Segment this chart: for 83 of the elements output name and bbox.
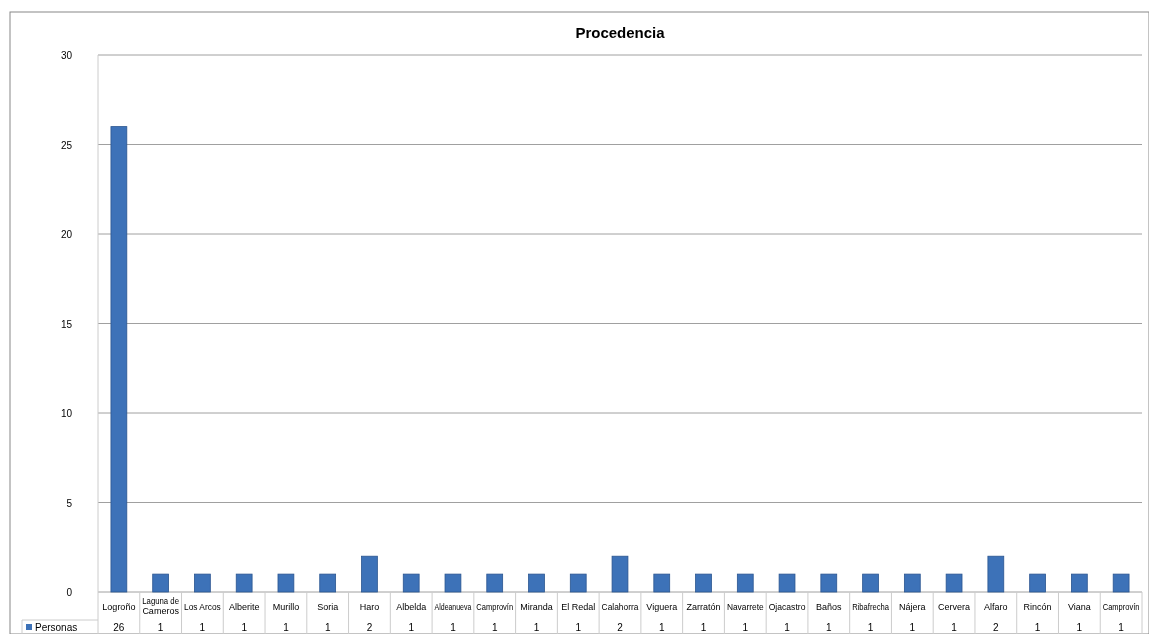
- y-tick-label: 5: [66, 497, 73, 509]
- data-label: 2: [366, 622, 373, 633]
- data-label: 1: [1118, 622, 1125, 633]
- x-tick-label: Logroño: [102, 602, 136, 612]
- bar: [444, 573, 462, 593]
- bar: [277, 573, 295, 593]
- data-label: 1: [867, 622, 874, 633]
- data-label: 1: [199, 622, 206, 633]
- bar: [235, 573, 253, 593]
- x-tick-label: Viana: [1067, 602, 1091, 612]
- data-label: 1: [700, 622, 707, 633]
- y-tick-label: 10: [60, 408, 73, 419]
- bar: [695, 573, 712, 593]
- data-label: 1: [157, 622, 164, 633]
- x-tick-label: Albelda: [396, 602, 427, 612]
- x-tick-label: Ojacastro: [768, 602, 808, 612]
- data-label: 1: [533, 622, 540, 633]
- data-label: 1: [241, 622, 248, 633]
- data-label: 1: [951, 622, 958, 633]
- data-label: 1: [826, 622, 833, 633]
- data-label: 1: [324, 622, 331, 633]
- data-label: 1: [742, 622, 749, 633]
- bar: [862, 573, 879, 593]
- data-label: 1: [658, 622, 665, 633]
- x-tick-label: Laguna de Cameros: [142, 596, 185, 616]
- x-tick-label: Navarrete: [726, 602, 767, 612]
- bar: [1071, 573, 1088, 593]
- x-tick-label: Camprovín: [476, 602, 521, 612]
- data-label: 1: [575, 622, 582, 633]
- data-label: 1: [491, 622, 498, 633]
- bar: [945, 573, 963, 593]
- x-tick-label: Baños: [816, 602, 843, 612]
- bar: [987, 555, 1005, 593]
- data-label: 1: [1034, 622, 1041, 633]
- x-tick-label: Cervera: [938, 602, 971, 612]
- x-tick-label: Zarratón: [686, 602, 721, 612]
- y-tick-label: 0: [66, 587, 73, 598]
- data-label: 1: [1076, 622, 1083, 633]
- x-tick-label: Miranda: [520, 602, 553, 612]
- bar: [1029, 573, 1046, 593]
- x-tick-label: Nájera: [899, 602, 926, 612]
- bar: [152, 573, 169, 593]
- x-tick-label: Alberite: [228, 602, 260, 612]
- bar: [486, 573, 504, 593]
- bar: [903, 573, 921, 593]
- x-tick-label: Murillo: [272, 602, 300, 612]
- x-tick-label: Ribafrecha: [852, 602, 896, 612]
- y-tick-label: 20: [60, 229, 73, 240]
- bar: [194, 573, 211, 593]
- x-tick-label: Soria: [317, 602, 339, 612]
- x-tick-label: Los Arcos: [184, 602, 224, 612]
- data-label: 1: [909, 622, 916, 633]
- x-tick-label: El Redal: [561, 602, 596, 612]
- data-label: 1: [408, 622, 415, 633]
- x-tick-label: Camprovín: [1102, 602, 1147, 612]
- y-tick-label: 25: [60, 139, 73, 151]
- data-label: 2: [993, 622, 1000, 633]
- data-label: 1: [450, 622, 457, 633]
- x-tick-label: Haro: [359, 602, 380, 612]
- bar: [110, 126, 128, 593]
- bar: [820, 573, 838, 593]
- data-label: 2: [617, 622, 624, 633]
- bar: [736, 573, 754, 593]
- data-label: 26: [113, 622, 125, 633]
- x-tick-label: Alfaro: [984, 602, 1008, 612]
- x-tick-label: Calahorra: [601, 602, 642, 612]
- y-tick-label: 30: [60, 50, 73, 61]
- bar: [778, 573, 796, 593]
- bar: [319, 573, 337, 593]
- bar: [611, 555, 629, 593]
- chart-title: Procedencia: [575, 24, 666, 41]
- bar: [653, 573, 671, 593]
- bar: [569, 573, 587, 593]
- bar: [402, 573, 420, 593]
- legend-label: Personas: [35, 622, 78, 633]
- data-label: 1: [784, 622, 791, 633]
- x-tick-label: Rincón: [1023, 602, 1052, 612]
- bar: [528, 573, 545, 593]
- bar: [361, 555, 378, 593]
- data-label: 1: [283, 622, 290, 633]
- y-tick-label: 15: [60, 318, 73, 330]
- x-tick-label: Viguera: [646, 602, 678, 612]
- bar: [1112, 573, 1130, 593]
